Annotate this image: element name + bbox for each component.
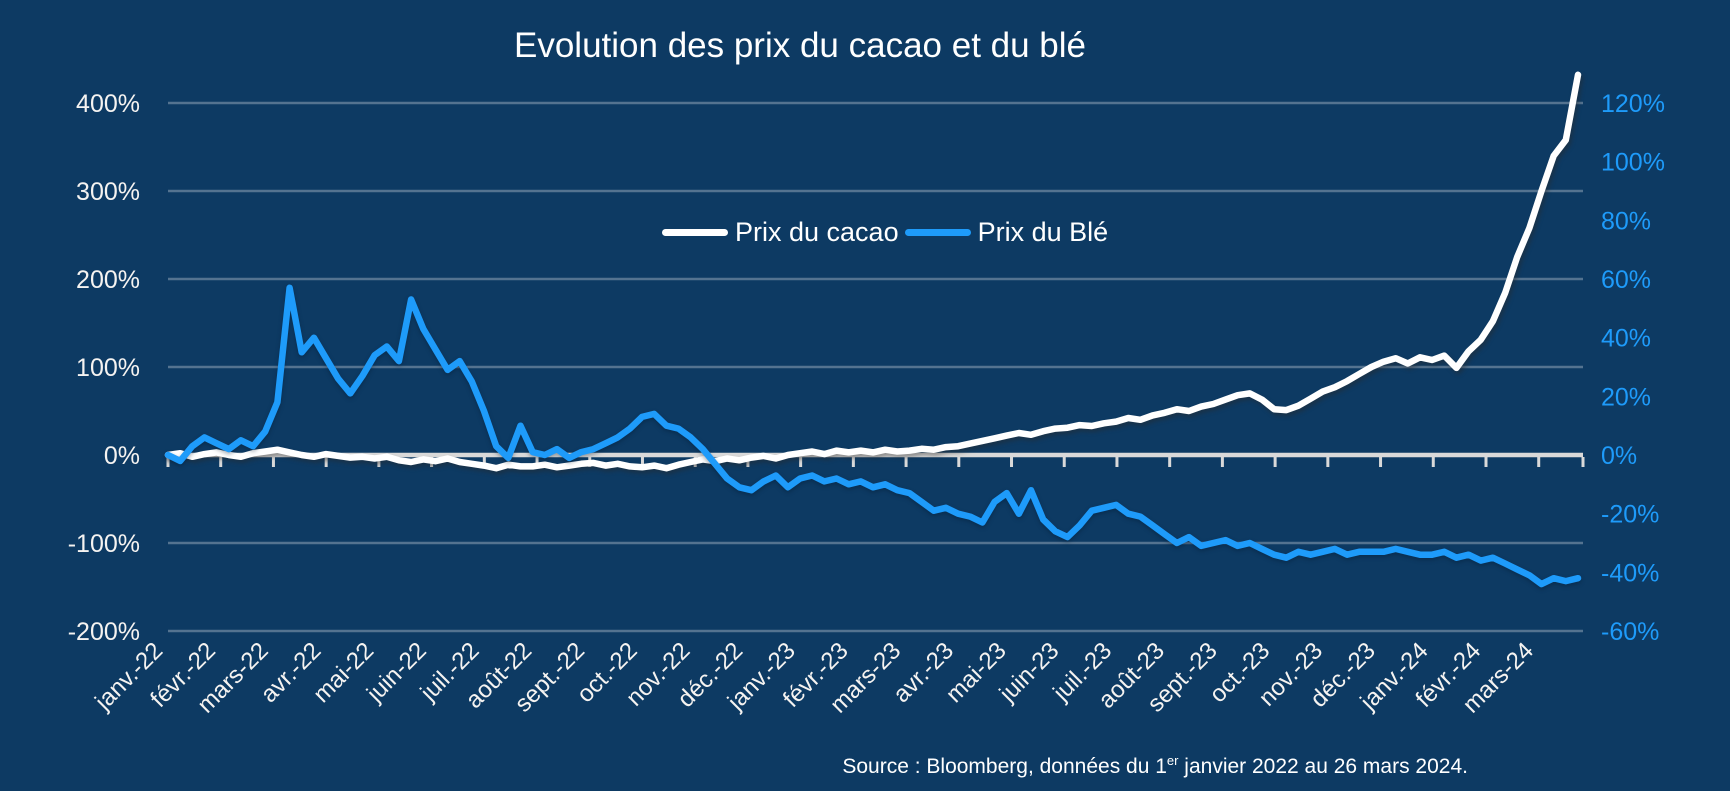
- left-axis-label: 100%: [76, 354, 140, 382]
- source-note: Source : Bloomberg, données du 1er janvi…: [842, 753, 1468, 779]
- right-axis-label: -60%: [1601, 618, 1659, 646]
- legend-item-cacao: Prix du cacao: [662, 217, 899, 248]
- gridlines: [168, 101, 1583, 633]
- ble-line: [164, 284, 1582, 588]
- x-axis-label: mai-22: [308, 637, 379, 708]
- right-axis-label: 120%: [1601, 90, 1665, 118]
- ble-line-marker: [904, 229, 971, 236]
- right-axis-label: -20%: [1601, 501, 1659, 529]
- x-axis-labels: janv.-22févr.-22mars-22avr.-22mai-22juin…: [89, 637, 1539, 718]
- right-axis-label: 0%: [1601, 442, 1637, 470]
- month-ticks: [166, 457, 1585, 467]
- left-axis-label: -100%: [68, 530, 140, 558]
- chart-title: Evolution des prix du cacao et du blé: [513, 26, 1087, 65]
- right-axis-label: 80%: [1601, 207, 1651, 235]
- chart-legend: Prix du cacao Prix du Blé: [662, 217, 1108, 248]
- right-axis-label: 100%: [1601, 149, 1665, 177]
- left-axis-label: 400%: [76, 90, 140, 118]
- x-axis-label: juin-23: [994, 637, 1065, 708]
- legend-label-cacao: Prix du cacao: [735, 217, 899, 247]
- left-axis-label: 200%: [76, 266, 140, 294]
- source-superscript: er: [1166, 753, 1179, 768]
- x-axis-label: mai-23: [941, 637, 1012, 708]
- right-axis-labels: 120% 100% 80% 60% 40% 20% 0% -20% -40% -60%: [1601, 90, 1665, 646]
- left-axis-label: 0%: [104, 442, 140, 470]
- x-axis-label: juin-22: [361, 637, 432, 708]
- source-text-end: janvier 2022 au 26 mars 2024.: [1178, 755, 1468, 778]
- right-axis-label: 20%: [1601, 383, 1651, 411]
- legend-label-ble: Prix du Blé: [977, 217, 1109, 247]
- cacao-line-marker: [662, 229, 728, 236]
- left-axis-label: 300%: [76, 178, 140, 206]
- right-axis-label: 40%: [1601, 325, 1651, 353]
- right-axis-label: 60%: [1601, 266, 1651, 294]
- legend-item-ble: Prix du Blé: [904, 217, 1109, 248]
- left-axis-labels: 400% 300% 200% 100% 0% -100% -200%: [68, 90, 140, 646]
- left-axis-label: -200%: [68, 618, 140, 646]
- source-text: Source : Bloomberg, données du 1: [842, 755, 1167, 778]
- right-axis-label: -40%: [1601, 559, 1659, 587]
- cacao-line: [164, 71, 1582, 472]
